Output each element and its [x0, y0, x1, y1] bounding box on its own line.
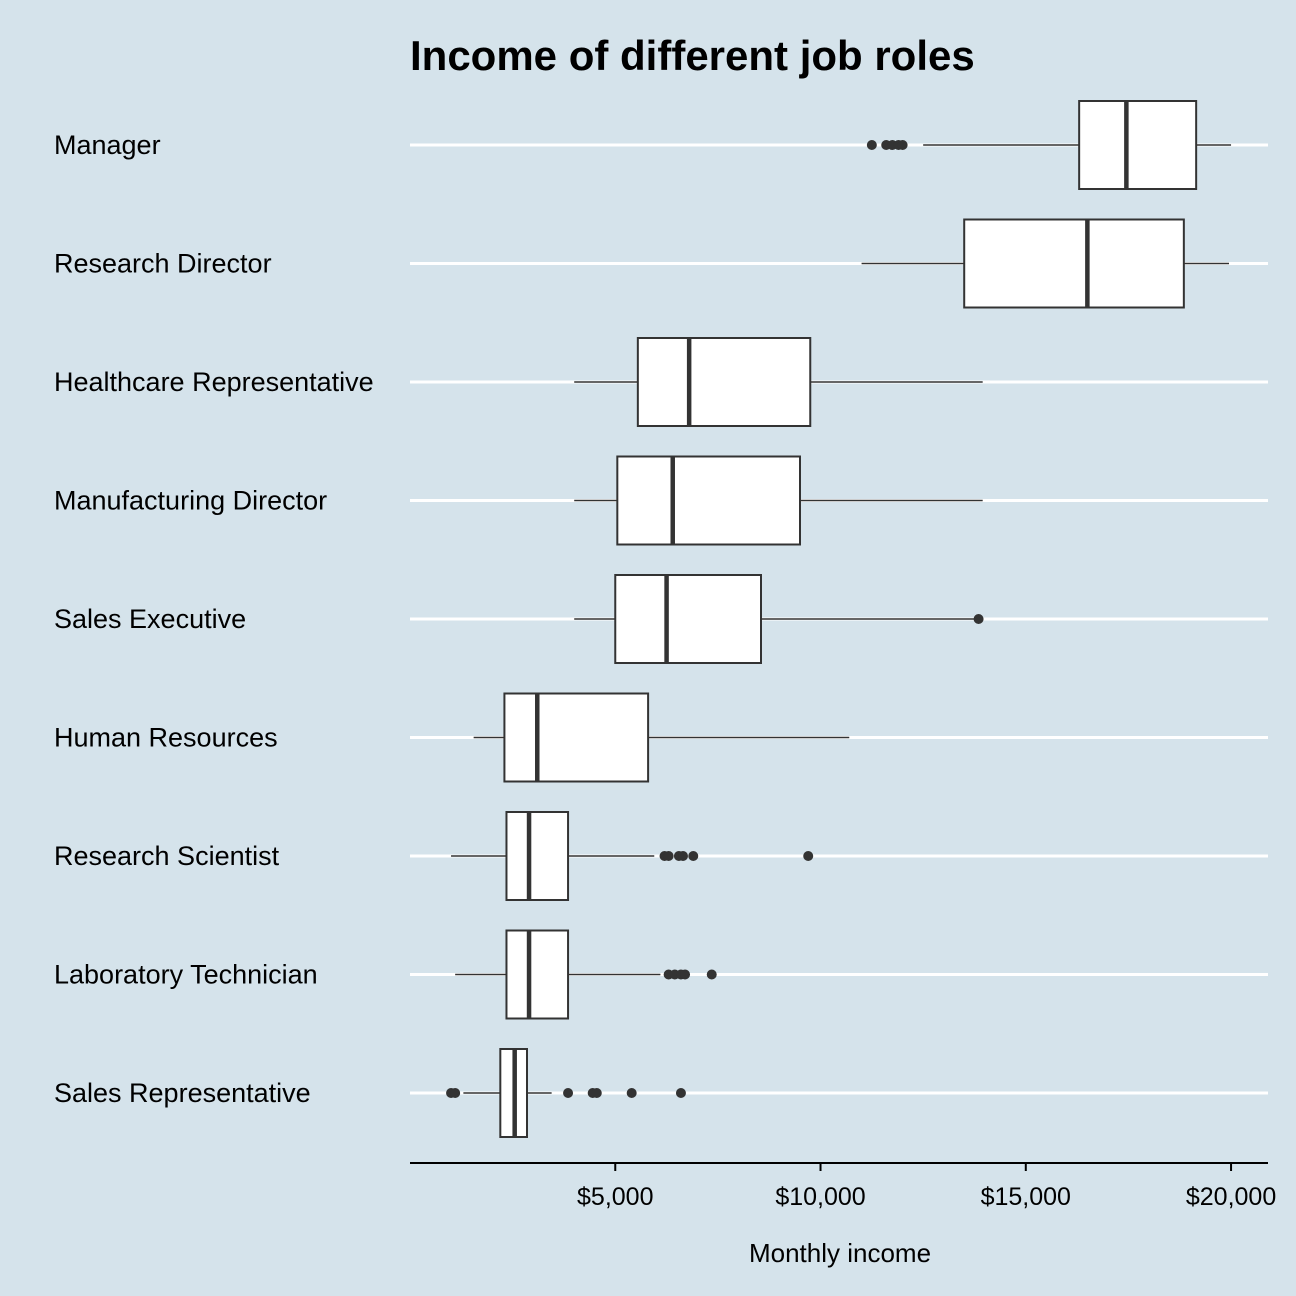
box-sales-representative [446, 1048, 686, 1138]
outlier-point [706, 969, 717, 980]
x-axis-title: Monthly income [749, 1238, 931, 1268]
category-label: Laboratory Technician [54, 960, 318, 990]
x-tick-label: $10,000 [775, 1183, 865, 1211]
iqr-box [963, 218, 1185, 309]
iqr-box [616, 455, 801, 546]
box-research-scientist [451, 811, 814, 901]
iqr-box [505, 929, 570, 1020]
outlier-point [591, 1088, 602, 1098]
iqr-box [505, 811, 570, 901]
outlier-point [973, 614, 984, 624]
boxplots [446, 100, 1232, 1138]
iqr-box [614, 574, 763, 664]
category-labels: Manager Research Director Healthcare Repre… [54, 130, 374, 1108]
outlier-point [688, 851, 699, 861]
box-laboratory-technician [455, 929, 717, 1020]
outlier-point [866, 140, 877, 150]
outlier-point [663, 851, 674, 861]
category-label: Manufacturing Director [54, 486, 327, 516]
x-tick-label: $5,000 [577, 1183, 653, 1211]
outlier-point [680, 969, 691, 980]
box-human-resources [473, 692, 850, 783]
outlier-point [675, 1088, 686, 1098]
iqr-box [636, 337, 812, 427]
outlier-point [626, 1088, 637, 1098]
category-label: Research Scientist [54, 841, 280, 871]
outlier-point [563, 1088, 574, 1098]
box-manager [866, 100, 1232, 190]
outlier-point [897, 140, 908, 150]
iqr-box [1078, 100, 1198, 190]
outlier-point [450, 1088, 461, 1098]
x-tick-label: $15,000 [981, 1183, 1071, 1211]
x-tick-label: $20,000 [1186, 1183, 1276, 1211]
box-sales-executive [574, 574, 984, 664]
outlier-point [678, 851, 688, 861]
box-research-director [861, 218, 1229, 309]
iqr-box [503, 692, 650, 783]
category-label: Research Director [54, 249, 272, 279]
x-axis: $5,000 $10,000 $15,000 $20,000 [410, 1162, 1276, 1211]
category-label: Sales Representative [54, 1078, 311, 1108]
category-label: Manager [54, 130, 161, 160]
chart-title: Income of different job roles [410, 32, 975, 79]
category-label: Healthcare Representative [54, 367, 374, 397]
category-label: Human Resources [54, 723, 278, 753]
category-label: Sales Executive [54, 604, 246, 634]
box-manufacturing-director [574, 455, 983, 546]
box-healthcare-representative [574, 337, 983, 427]
outlier-point [803, 851, 814, 861]
